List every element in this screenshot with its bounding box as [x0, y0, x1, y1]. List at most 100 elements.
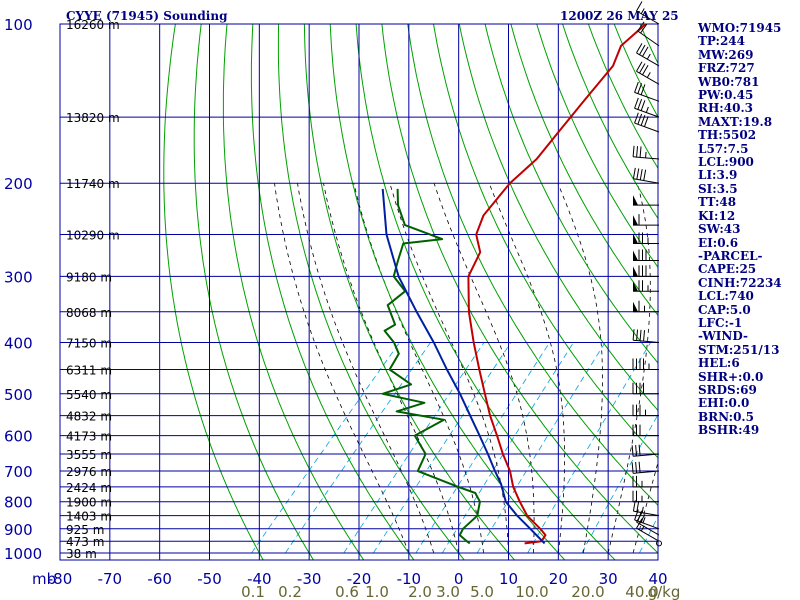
wind-barb — [632, 490, 659, 503]
wind-barb-flag — [633, 215, 638, 226]
dry-adiabat-line — [458, 24, 658, 412]
wind-barb-flag — [633, 250, 638, 261]
index-item: LCL:740 — [698, 289, 754, 304]
index-item: MW:269 — [698, 47, 754, 62]
wind-barb-full — [636, 146, 639, 158]
temperature-tick-label: -30 — [297, 570, 322, 588]
temperature-tick-label: 20 — [549, 570, 568, 588]
moist-adiabat-line — [557, 183, 603, 554]
height-label: 473 m — [66, 535, 104, 549]
temperature-tick-label: -50 — [197, 570, 222, 588]
wind-barb-full — [635, 462, 638, 474]
dry-adiabats — [163, 24, 658, 560]
dry-adiabat-line — [536, 24, 658, 269]
index-item: FRZ:727 — [698, 61, 755, 76]
wind-barb — [634, 112, 660, 133]
height-label: 4832 m — [66, 410, 112, 424]
wind-barb-full — [642, 46, 649, 57]
index-item: LFC:-1 — [698, 315, 743, 330]
wind-barb-shaft — [633, 470, 660, 474]
height-label: 3555 m — [66, 448, 112, 462]
mixing-ratio-line — [251, 342, 400, 554]
wind-barb-full — [643, 116, 649, 127]
moist-adiabat-line — [433, 183, 535, 554]
wind-barb-full — [642, 64, 649, 76]
temperature-tick-label: 30 — [599, 570, 618, 588]
plot-frame — [59, 23, 659, 561]
wind-barb-full — [632, 329, 635, 341]
wind-barb — [633, 280, 659, 292]
wind-barb — [632, 329, 660, 343]
index-item: BSHR:49 — [698, 423, 760, 438]
temperature-tick-label: -10 — [397, 570, 422, 588]
wind-barb-half — [645, 151, 647, 158]
wind-barb — [636, 1, 660, 25]
wind-barb-full — [643, 330, 646, 342]
wind-barb-shaft — [633, 156, 660, 160]
dry-adiabat-line — [163, 24, 264, 560]
index-item: HEL:6 — [698, 356, 740, 371]
mixing-ratio-label: 0.6 — [335, 583, 359, 600]
index-item: CAPE:25 — [698, 262, 757, 277]
wind-barb-full — [643, 169, 647, 181]
temperature-tick-label: 10 — [499, 570, 518, 588]
wind-barb-full — [640, 114, 646, 126]
wind-barb-full — [636, 1, 643, 12]
height-label: 10290 m — [66, 229, 120, 243]
wind-barb — [632, 404, 659, 417]
index-item: LI:3.9 — [698, 168, 738, 183]
wind-barb-shaft — [633, 339, 660, 343]
wind-barb-full — [631, 462, 634, 474]
wind-barb-full — [639, 329, 642, 341]
wind-barb-full — [637, 98, 643, 110]
index-item: SW:43 — [698, 222, 741, 237]
index-item: PW:0.45 — [698, 88, 754, 103]
index-item: EI:0.6 — [698, 235, 739, 250]
sounding-indices-panel: WMO:71945 TP:244 MW:269 FRZ:727 WB0:781 PW:0.… — [698, 21, 782, 438]
height-label: 38 m — [66, 547, 97, 561]
wind-barb-full — [637, 83, 643, 94]
parcel-line — [381, 188, 546, 545]
dry-adiabat-line — [510, 24, 658, 317]
wind-barb-full — [634, 81, 639, 93]
height-label: 2424 m — [66, 481, 112, 495]
height-label: 13820 m — [66, 111, 120, 125]
mixing-ratio-label: 0.2 — [278, 583, 302, 600]
wind-barb-shaft — [633, 178, 660, 184]
index-item: TP:244 — [698, 34, 746, 49]
pressure-tick-label: 1000 — [4, 545, 42, 563]
index-item: KI:12 — [698, 208, 736, 223]
wind-barb — [632, 358, 659, 371]
y-axis-unit-label: mb — [32, 570, 56, 588]
mixing-ratio-label: 2.0 — [408, 583, 432, 600]
wind-barb-full — [636, 500, 640, 512]
index-item: SHR+:0.0 — [698, 369, 764, 384]
wind-barb-full — [636, 61, 643, 72]
height-label: 11740 m — [66, 177, 120, 191]
wind-barb-half — [646, 72, 651, 78]
wind-barb-full — [638, 461, 641, 473]
wind-barb-full — [632, 145, 635, 157]
wind-barb-full — [637, 113, 643, 125]
index-item: SI:3.5 — [698, 181, 738, 196]
height-label: 1900 m — [66, 496, 112, 510]
pressure-tick-label: 700 — [4, 463, 33, 481]
wind-barb-flag — [633, 195, 638, 206]
moist-adiabat-line — [389, 183, 509, 553]
mixing-ratio-label: 0.1 — [241, 583, 265, 600]
wind-barb-full — [639, 63, 646, 74]
pressure-tick-label: 400 — [4, 334, 33, 352]
wind-barb-full — [636, 43, 643, 54]
wind-barb-flag — [633, 233, 638, 244]
wind-barb — [631, 461, 660, 474]
wind-barb-full — [639, 44, 646, 55]
index-item: MAXT:19.8 — [698, 114, 773, 129]
wind-barb — [633, 249, 659, 262]
height-label: 925 m — [66, 523, 104, 537]
pressure-tick-label: 600 — [4, 428, 33, 446]
height-label: 16260 m — [66, 18, 120, 32]
chart-timestamp: 1200Z 26 MAY 25 — [560, 9, 679, 23]
wind-barb — [633, 232, 659, 245]
